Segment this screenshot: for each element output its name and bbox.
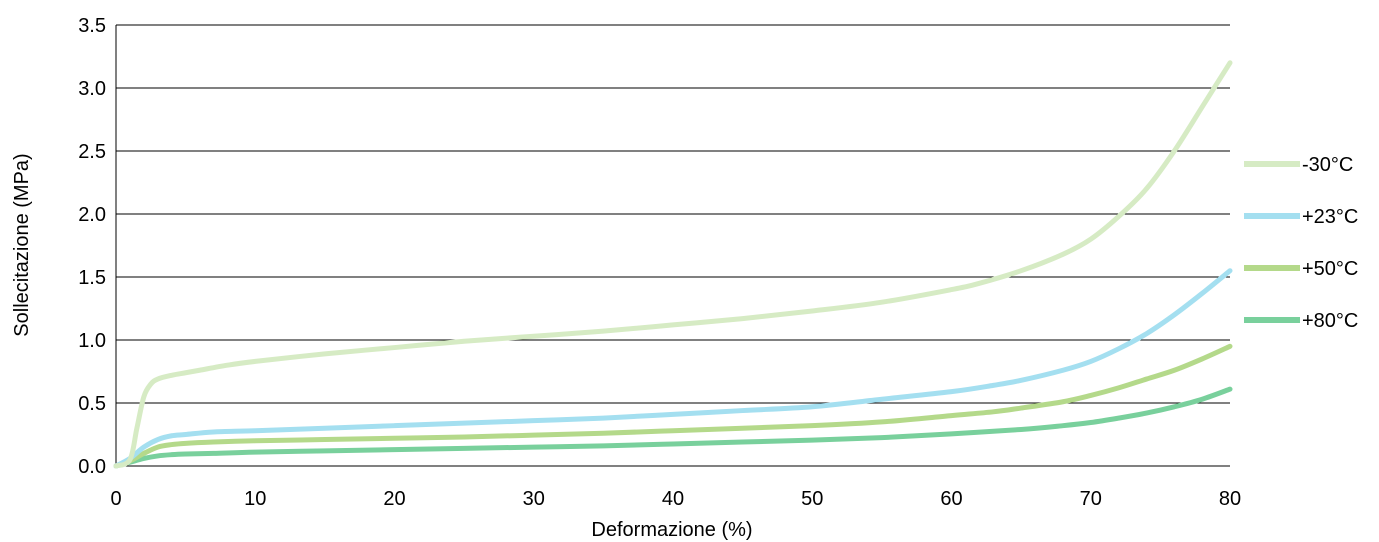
legend-label: +50°C: [1302, 258, 1358, 280]
grid-lines: [115, 24, 1230, 467]
y-tick-label: 3.5: [78, 15, 106, 37]
y-tick-label: 1.0: [78, 330, 106, 352]
y-tick-label: 1.5: [78, 267, 106, 289]
x-tick-label: 40: [662, 488, 684, 510]
y-tick-label: 0.5: [78, 393, 106, 415]
y-axis-ticks: 0.0 0.5 1.0 1.5 2.0 2.5 3.0 3.5: [78, 15, 106, 478]
y-tick-label: 2.0: [78, 204, 106, 226]
legend-label: +23°C: [1302, 206, 1358, 228]
x-tick-label: 80: [1219, 488, 1241, 510]
series-line-50C: [113, 343, 1233, 469]
x-tick-label: 0: [110, 488, 121, 510]
legend-label: +80°C: [1302, 310, 1358, 332]
legend: -30°C +23°C +50°C +80°C: [1244, 154, 1358, 332]
x-tick-label: 50: [801, 488, 823, 510]
series-line-23C: [113, 268, 1233, 469]
y-tick-label: 2.5: [78, 141, 106, 163]
x-tick-label: 20: [383, 488, 405, 510]
series-line-30C: [113, 60, 1233, 469]
y-tick-label: 0.0: [78, 456, 106, 478]
x-tick-label: 60: [940, 488, 962, 510]
x-tick-label: 30: [523, 488, 545, 510]
x-tick-label: 70: [1080, 488, 1102, 510]
y-axis-label: Sollecitazione (MPa): [11, 153, 33, 336]
series-lines: [113, 60, 1233, 469]
legend-label: -30°C: [1302, 154, 1353, 176]
x-axis-ticks: 0 10 20 30 40 50 60 70 80: [110, 488, 1241, 510]
x-tick-label: 10: [244, 488, 266, 510]
y-tick-label: 3.0: [78, 78, 106, 100]
x-axis-label: Deformazione (%): [591, 519, 752, 541]
series-line-80C: [113, 386, 1233, 469]
